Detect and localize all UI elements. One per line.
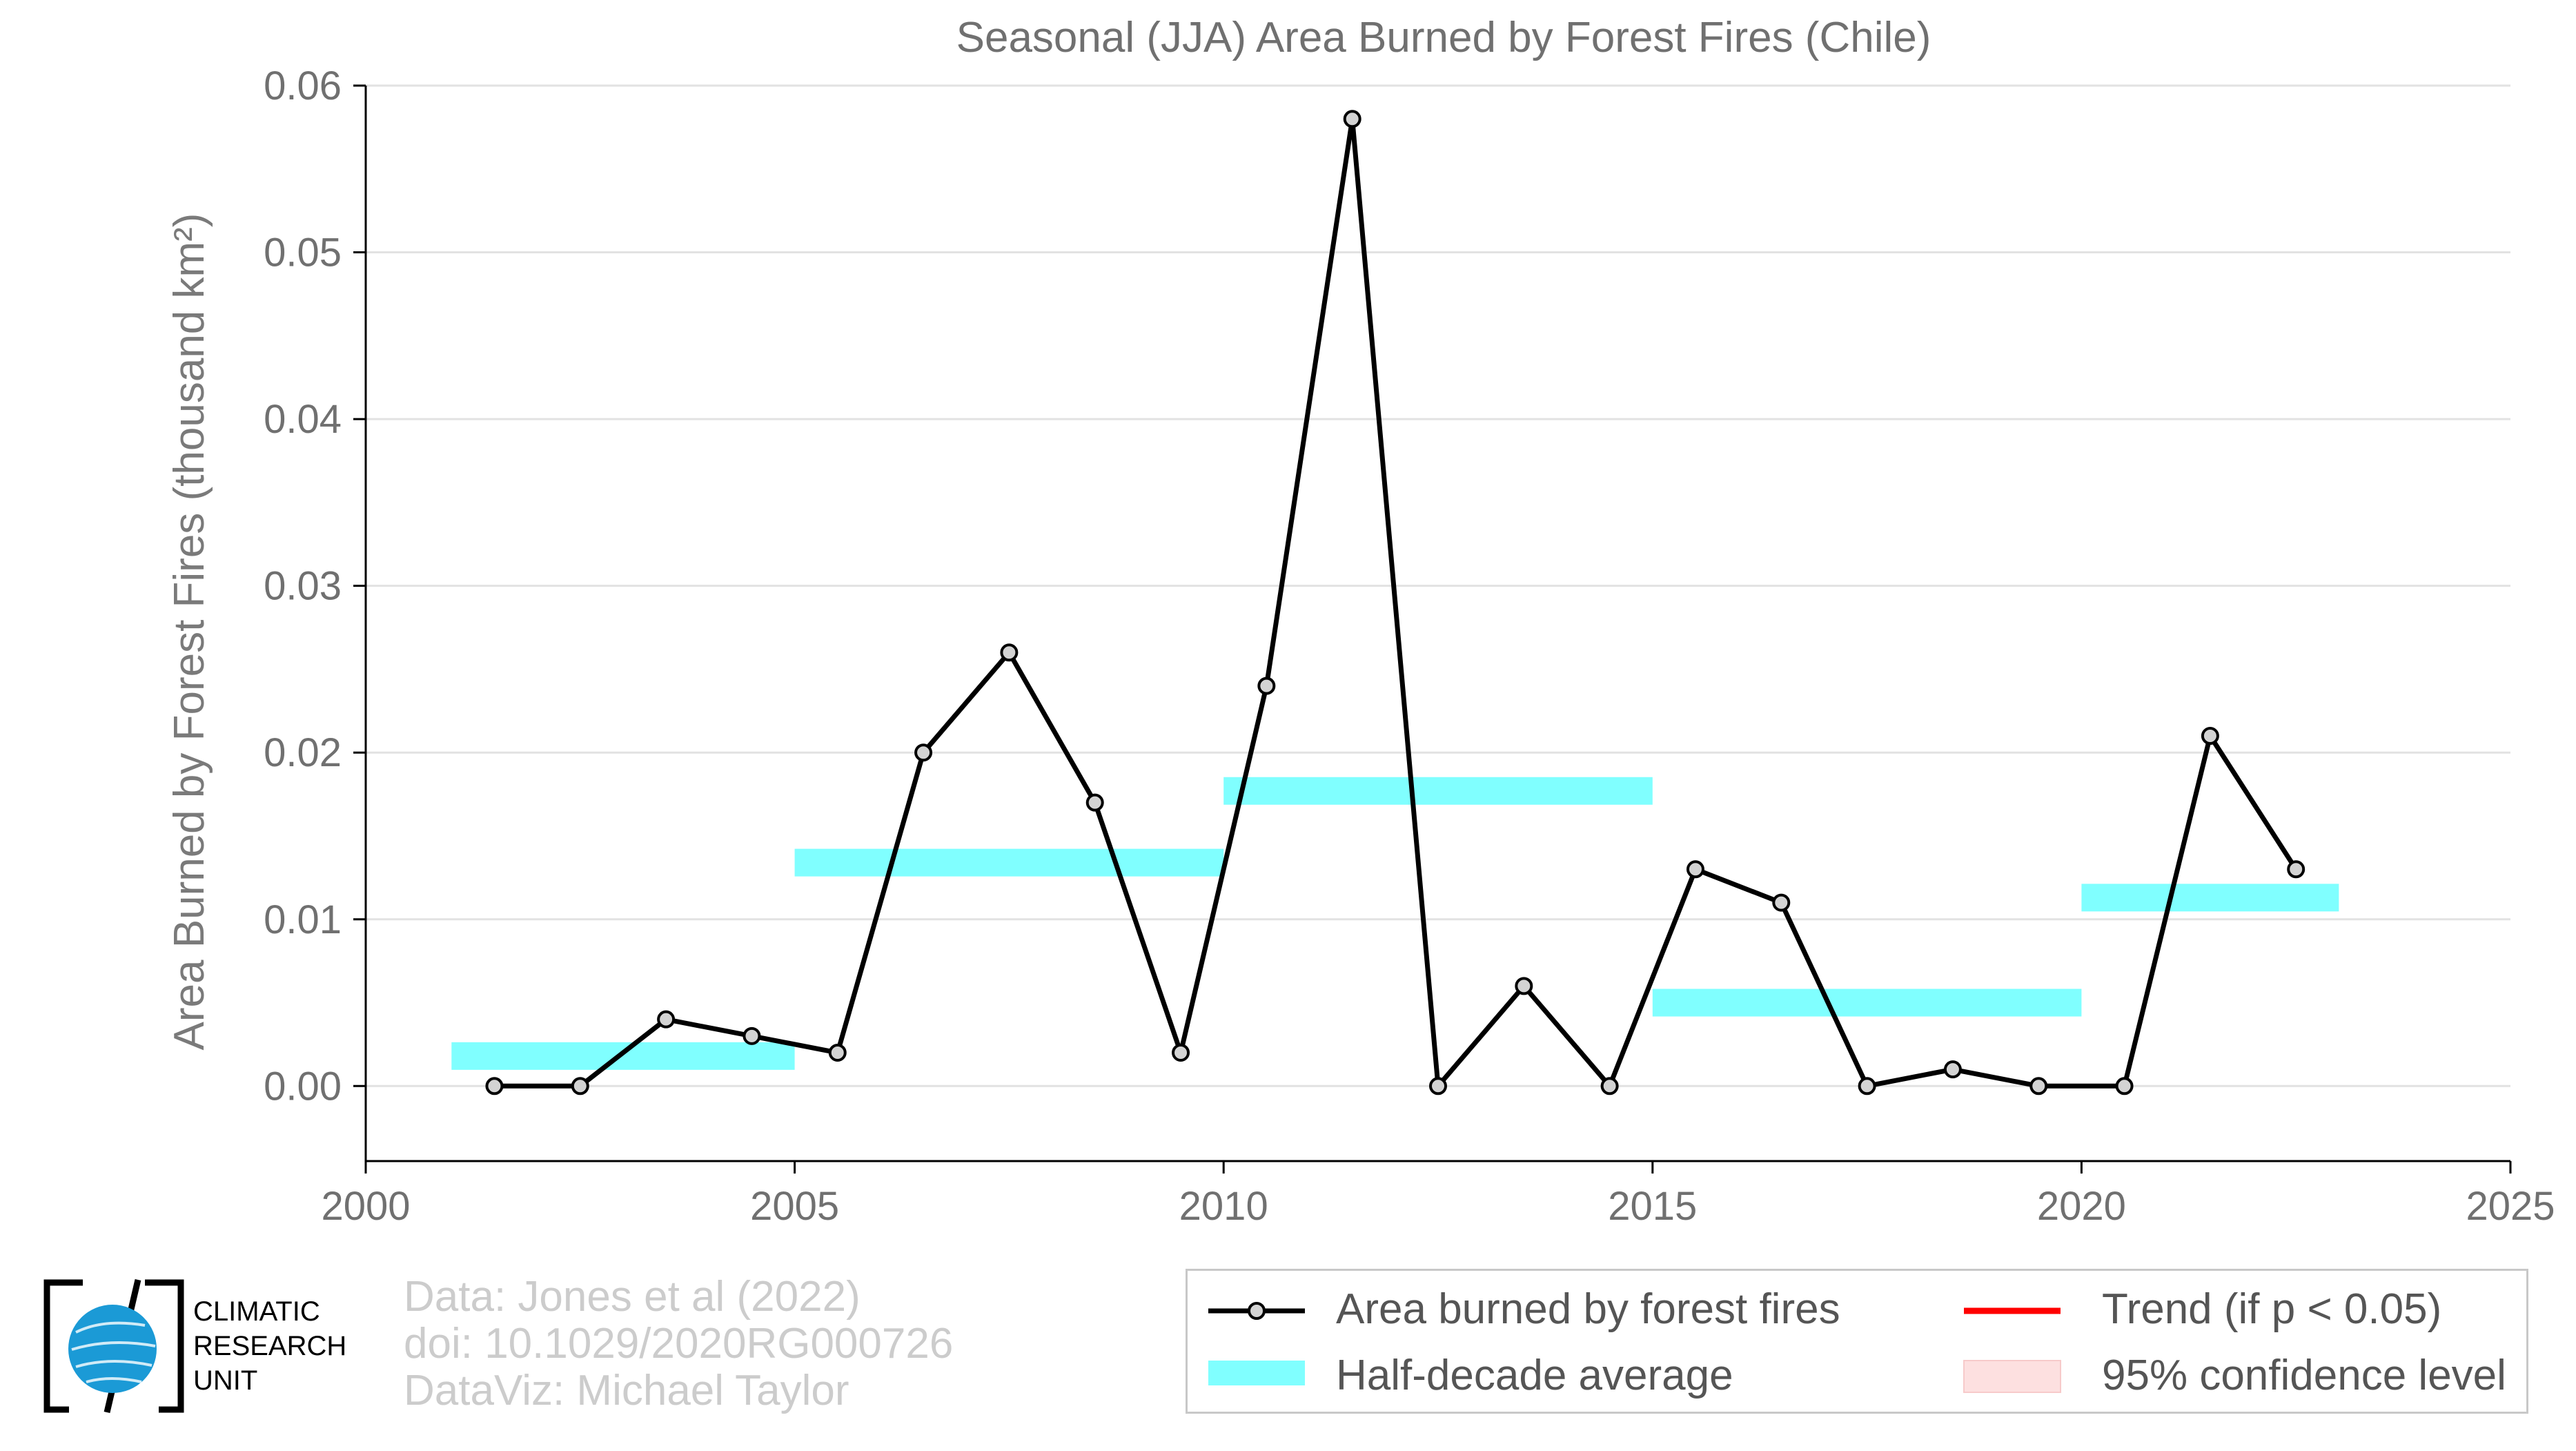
y-tick-label: 0.05 [264, 231, 342, 275]
data-point [2115, 1077, 2134, 1095]
data-point [1858, 1077, 1876, 1095]
logo-line-2: RESEARCH [193, 1331, 347, 1361]
credit-doi: doi: 10.1029/2020RG000726 [404, 1320, 954, 1367]
data-point [1343, 110, 1361, 128]
y-tick-label: 0.04 [264, 397, 342, 442]
half-decade-band [451, 1042, 795, 1070]
data-point [1772, 893, 1791, 912]
series-line [494, 116, 2299, 1089]
half-decade-bands [451, 777, 2339, 1070]
data-point [2029, 1077, 2048, 1095]
data-point [1172, 1043, 1190, 1062]
data-point [914, 743, 933, 762]
credit-data: Data: Jones et al (2022) [404, 1273, 861, 1321]
data-point [1515, 977, 1533, 995]
axes [353, 84, 2512, 1174]
chart-title: Seasonal (JJA) Area Burned by Forest Fir… [956, 14, 1931, 61]
credit-dataviz: DataViz: Michael Taylor [404, 1367, 849, 1414]
gridlines [366, 84, 2510, 1087]
legend-label-half-decade: Half-decade average [1336, 1352, 1733, 1399]
data-point [1429, 1077, 1447, 1095]
credits: Data: Jones et al (2022) doi: 10.1029/20… [404, 1274, 953, 1414]
x-tick-label: 2000 [321, 1184, 410, 1229]
legend-key-line-marker [1208, 1302, 1305, 1320]
cru-logo-text: CLIMATIC RESEARCH UNIT [193, 1294, 346, 1398]
x-tick-label: 2025 [2466, 1184, 2555, 1229]
logo-line-3: UNIT [193, 1365, 258, 1396]
legend-key-trend [1964, 1307, 2061, 1314]
legend: Area burned by forest fires Half-decade … [1186, 1269, 2528, 1414]
x-tick-label: 2020 [2037, 1184, 2126, 1229]
cru-logo [43, 1278, 184, 1414]
data-point [1600, 1077, 1619, 1095]
half-decade-band [1223, 777, 1653, 805]
legend-key-confidence [1963, 1360, 2061, 1393]
y-tick-label: 0.03 [264, 564, 342, 609]
half-decade-band [794, 848, 1224, 877]
data-point [657, 1010, 676, 1029]
series [485, 110, 2305, 1095]
data-point [1686, 860, 1704, 879]
x-tick-label: 2010 [1179, 1184, 1268, 1229]
data-point [2201, 727, 2219, 746]
data-point [485, 1077, 504, 1095]
data-point [1943, 1060, 1962, 1079]
data-point [1085, 793, 1104, 812]
legend-label-trend: Trend (if p < 0.05) [2102, 1285, 2442, 1333]
data-point [1257, 676, 1276, 695]
x-tick-label: 2015 [1608, 1184, 1697, 1229]
legend-label-observed: Area burned by forest fires [1336, 1285, 1840, 1333]
legend-label-confidence: 95% confidence level [2102, 1352, 2506, 1399]
data-point [743, 1026, 761, 1045]
half-decade-band [2081, 884, 2339, 912]
x-tick-label: 2005 [750, 1184, 839, 1229]
data-point [2287, 860, 2305, 879]
half-decade-band [1652, 989, 2082, 1017]
y-tick-label: 0.00 [264, 1064, 342, 1109]
legend-key-half-decade [1208, 1361, 1305, 1385]
y-tick-label: 0.02 [264, 730, 342, 775]
chart: Seasonal (JJA) Area Burned by Forest Fir… [166, 14, 2555, 1229]
y-axis-label: Area Burned by Forest Fires (thousand km… [166, 213, 213, 1051]
tick-labels: 0.00 0.01 0.02 0.03 0.04 0.05 0.06 2000 2005 2010… [264, 64, 2555, 1229]
data-point [828, 1043, 847, 1062]
data-point [571, 1077, 589, 1095]
logo-line-1: CLIMATIC [193, 1296, 320, 1327]
y-tick-label: 0.06 [264, 64, 342, 108]
data-point [1000, 643, 1019, 662]
y-tick-label: 0.01 [264, 897, 342, 942]
